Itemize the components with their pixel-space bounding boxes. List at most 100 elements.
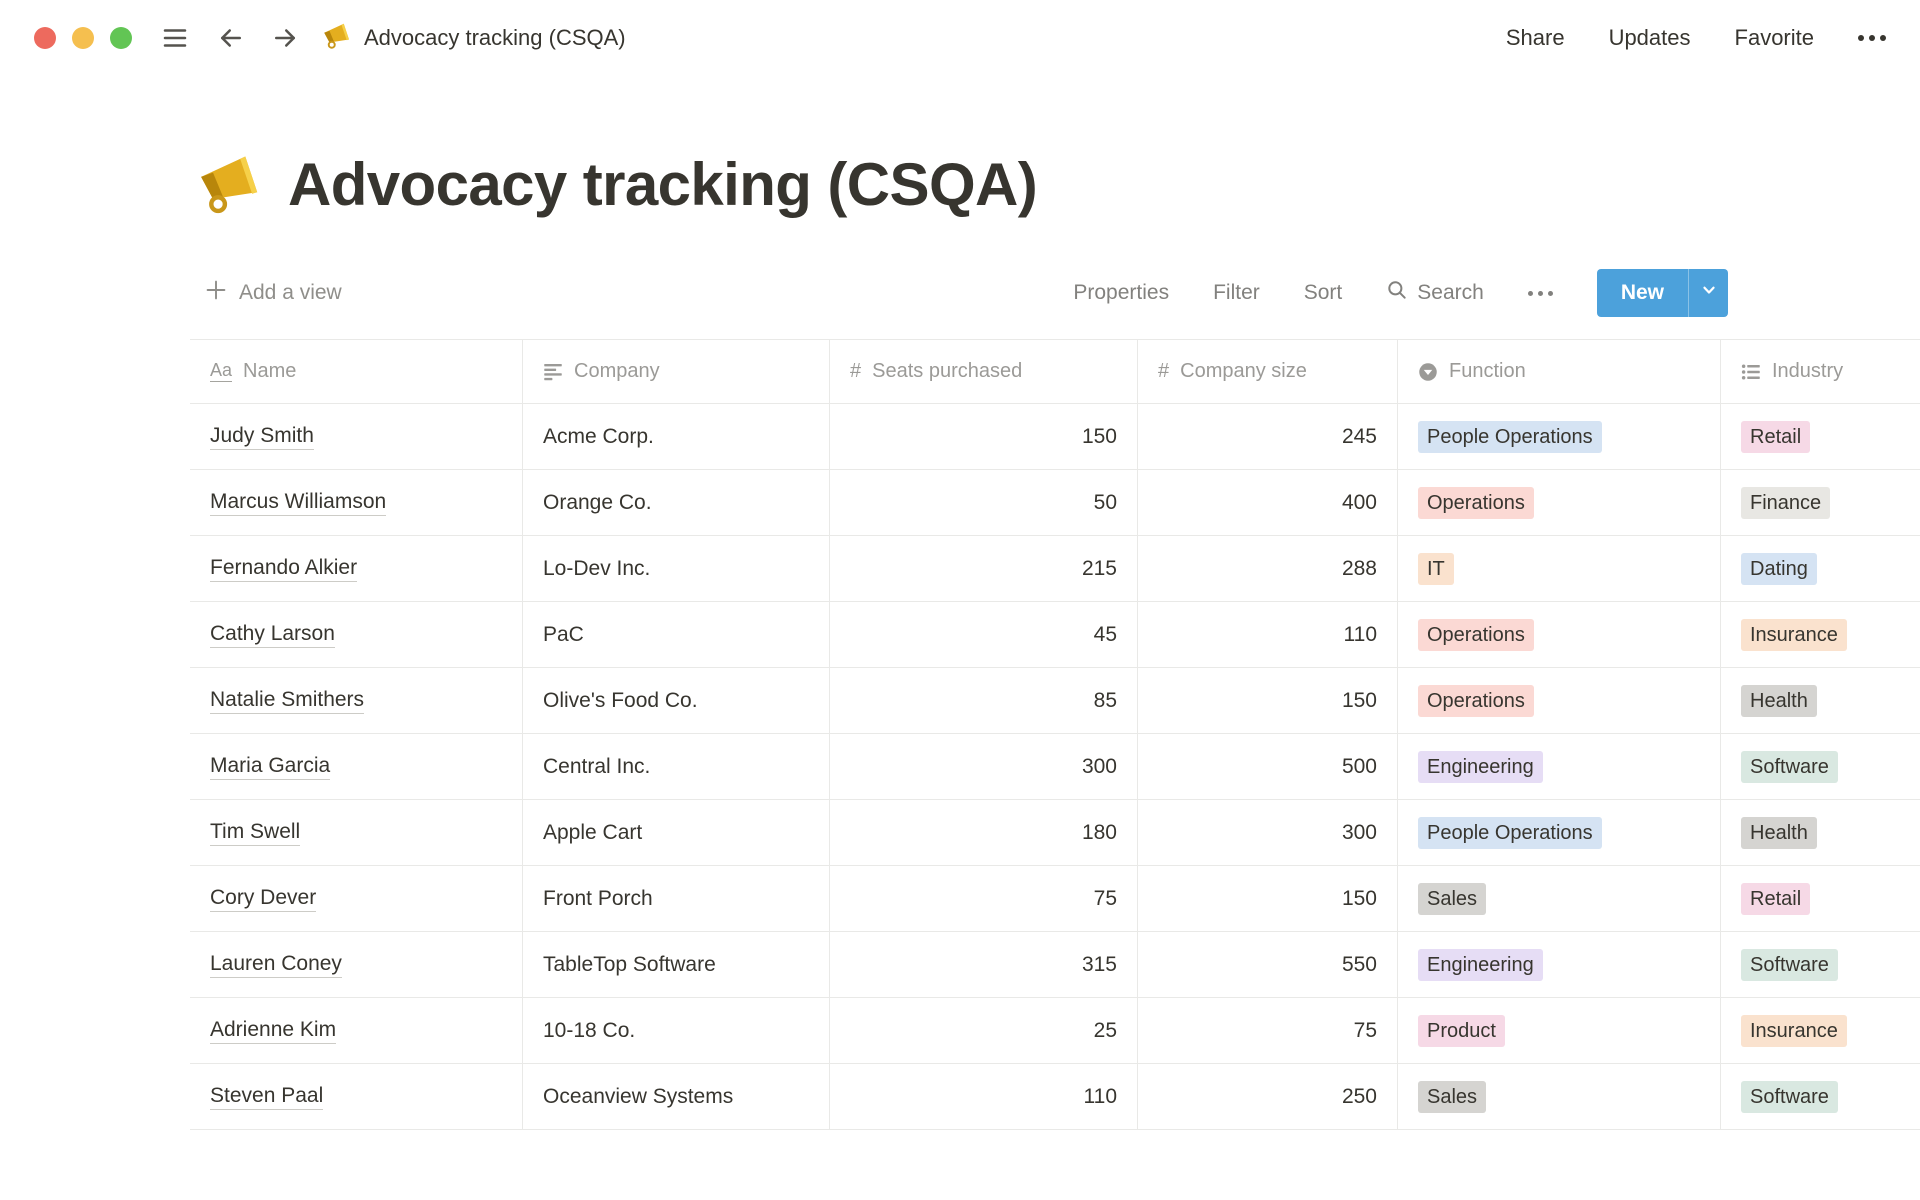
industry-tag[interactable]: Software	[1741, 1080, 1838, 1113]
name-link[interactable]: Adrienne Kim	[210, 1018, 337, 1044]
cell-name[interactable]: Cathy Larson	[190, 602, 523, 667]
add-view-button[interactable]: Add a view	[190, 278, 342, 308]
cell-seats-purchased[interactable]: 315	[830, 932, 1138, 997]
industry-tag[interactable]: Retail	[1741, 882, 1811, 915]
cell-seats-purchased[interactable]: 110	[830, 1064, 1138, 1129]
updates-button[interactable]: Updates	[1608, 25, 1691, 50]
name-link[interactable]: Steven Paal	[210, 1084, 324, 1110]
cell-company-size[interactable]: 550	[1138, 932, 1398, 997]
industry-tag[interactable]: Insurance	[1741, 1014, 1847, 1047]
cell-function[interactable]: IT	[1398, 536, 1721, 601]
cell-function[interactable]: Operations	[1398, 602, 1721, 667]
share-button[interactable]: Share	[1505, 25, 1565, 50]
cell-industry[interactable]: Finance	[1721, 470, 1920, 535]
page-title[interactable]: Advocacy tracking (CSQA)	[288, 151, 1038, 218]
minimize-traffic-light-icon[interactable]	[72, 27, 94, 49]
cell-seats-purchased[interactable]: 75	[830, 866, 1138, 931]
cell-industry[interactable]: Dating	[1721, 536, 1920, 601]
cell-industry[interactable]: Software	[1721, 1064, 1920, 1129]
column-header-company-size[interactable]: # Company size	[1138, 340, 1398, 403]
cell-function[interactable]: Engineering	[1398, 932, 1721, 997]
cell-company-size[interactable]: 500	[1138, 734, 1398, 799]
cell-company-size[interactable]: 300	[1138, 800, 1398, 865]
cell-name[interactable]: Cory Dever	[190, 866, 523, 931]
cell-industry[interactable]: Retail	[1721, 404, 1920, 469]
cell-name[interactable]: Lauren Coney	[190, 932, 523, 997]
name-link[interactable]: Maria Garcia	[210, 754, 331, 780]
cell-company-size[interactable]: 245	[1138, 404, 1398, 469]
cell-seats-purchased[interactable]: 25	[830, 998, 1138, 1063]
cell-name[interactable]: Fernando Alkier	[190, 536, 523, 601]
cell-function[interactable]: People Operations	[1398, 404, 1721, 469]
function-tag[interactable]: Operations	[1418, 618, 1534, 651]
industry-tag[interactable]: Dating	[1741, 552, 1817, 585]
cell-company[interactable]: PaC	[523, 602, 830, 667]
cell-seats-purchased[interactable]: 50	[830, 470, 1138, 535]
name-link[interactable]: Cathy Larson	[210, 622, 335, 648]
cell-seats-purchased[interactable]: 150	[830, 404, 1138, 469]
column-header-function[interactable]: Function	[1398, 340, 1721, 403]
cell-seats-purchased[interactable]: 85	[830, 668, 1138, 733]
cell-company[interactable]: Acme Corp.	[523, 404, 830, 469]
column-header-name[interactable]: Aa Name	[190, 340, 523, 403]
filter-button[interactable]: Filter	[1213, 281, 1260, 304]
cell-company[interactable]: Orange Co.	[523, 470, 830, 535]
function-tag[interactable]: Engineering	[1418, 750, 1543, 783]
cell-function[interactable]: Operations	[1398, 470, 1721, 535]
page-megaphone-icon[interactable]	[196, 148, 264, 221]
cell-name[interactable]: Natalie Smithers	[190, 668, 523, 733]
column-header-company[interactable]: Company	[523, 340, 830, 403]
industry-tag[interactable]: Software	[1741, 948, 1838, 981]
cell-industry[interactable]: Retail	[1721, 866, 1920, 931]
sort-button[interactable]: Sort	[1303, 281, 1343, 304]
cell-company[interactable]: Lo-Dev Inc.	[523, 536, 830, 601]
name-link[interactable]: Fernando Alkier	[210, 556, 358, 582]
function-tag[interactable]: IT	[1418, 552, 1454, 585]
name-link[interactable]: Lauren Coney	[210, 952, 342, 978]
cell-function[interactable]: People Operations	[1398, 800, 1721, 865]
search-button[interactable]: Search	[1386, 279, 1484, 307]
cell-name[interactable]: Tim Swell	[190, 800, 523, 865]
cell-seats-purchased[interactable]: 300	[830, 734, 1138, 799]
cell-industry[interactable]: Software	[1721, 734, 1920, 799]
cell-company-size[interactable]: 250	[1138, 1064, 1398, 1129]
industry-tag[interactable]: Health	[1741, 816, 1817, 849]
name-link[interactable]: Tim Swell	[210, 820, 301, 846]
function-tag[interactable]: Product	[1418, 1014, 1505, 1047]
cell-name[interactable]: Steven Paal	[190, 1064, 523, 1129]
function-tag[interactable]: People Operations	[1418, 816, 1602, 849]
cell-name[interactable]: Adrienne Kim	[190, 998, 523, 1063]
more-options-icon[interactable]	[1858, 35, 1886, 41]
cell-company-size[interactable]: 400	[1138, 470, 1398, 535]
industry-tag[interactable]: Insurance	[1741, 618, 1847, 651]
cell-company-size[interactable]: 110	[1138, 602, 1398, 667]
cell-seats-purchased[interactable]: 215	[830, 536, 1138, 601]
cell-industry[interactable]: Insurance	[1721, 998, 1920, 1063]
cell-function[interactable]: Engineering	[1398, 734, 1721, 799]
cell-company-size[interactable]: 288	[1138, 536, 1398, 601]
industry-tag[interactable]: Software	[1741, 750, 1838, 783]
name-link[interactable]: Cory Dever	[210, 886, 317, 912]
hamburger-menu-icon[interactable]	[160, 23, 190, 53]
name-link[interactable]: Marcus Williamson	[210, 490, 387, 516]
cell-company[interactable]: Central Inc.	[523, 734, 830, 799]
function-tag[interactable]: Engineering	[1418, 948, 1543, 981]
cell-company[interactable]: Front Porch	[523, 866, 830, 931]
forward-arrow-icon[interactable]	[270, 23, 300, 53]
cell-company[interactable]: TableTop Software	[523, 932, 830, 997]
cell-company[interactable]: Olive's Food Co.	[523, 668, 830, 733]
close-traffic-light-icon[interactable]	[34, 27, 56, 49]
properties-button[interactable]: Properties	[1073, 281, 1170, 304]
function-tag[interactable]: Operations	[1418, 486, 1534, 519]
function-tag[interactable]: Sales	[1418, 1080, 1487, 1113]
industry-tag[interactable]: Health	[1741, 684, 1817, 717]
cell-company-size[interactable]: 150	[1138, 668, 1398, 733]
cell-name[interactable]: Marcus Williamson	[190, 470, 523, 535]
cell-function[interactable]: Operations	[1398, 668, 1721, 733]
cell-function[interactable]: Product	[1398, 998, 1721, 1063]
favorite-button[interactable]: Favorite	[1734, 25, 1814, 50]
function-tag[interactable]: Sales	[1418, 882, 1487, 915]
cell-industry[interactable]: Insurance	[1721, 602, 1920, 667]
view-more-options-icon[interactable]	[1527, 290, 1553, 296]
industry-tag[interactable]: Finance	[1741, 486, 1831, 519]
